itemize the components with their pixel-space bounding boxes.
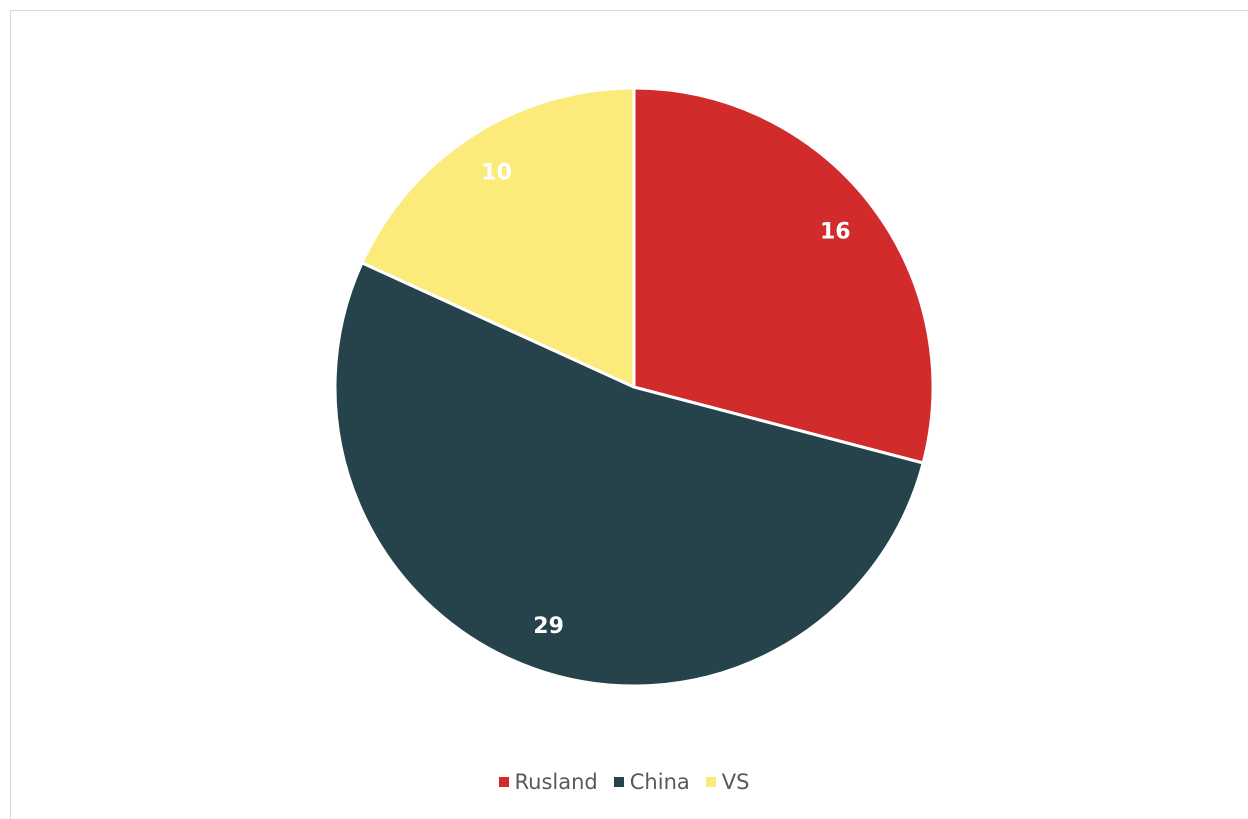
pie-slice-vs — [360, 86, 636, 389]
legend-label-china: China — [629, 770, 690, 794]
data-label-china: 29 — [533, 614, 564, 639]
data-label-rusland: 16 — [820, 219, 851, 244]
legend-swatch-rusland — [498, 777, 509, 787]
legend-label-vs: VS — [721, 770, 750, 794]
pie-slice-rusland — [632, 86, 935, 465]
legend: Rusland China VS — [0, 770, 1248, 794]
data-label-vs: 10 — [481, 161, 512, 186]
legend-swatch-vs — [705, 777, 716, 787]
legend-label-rusland: Rusland — [514, 770, 598, 794]
legend-item-china: China — [613, 770, 690, 794]
legend-swatch-china — [613, 777, 624, 787]
legend-item-rusland: Rusland — [498, 770, 598, 794]
pie-slice-china — [333, 261, 925, 688]
legend-item-vs: VS — [705, 770, 750, 794]
